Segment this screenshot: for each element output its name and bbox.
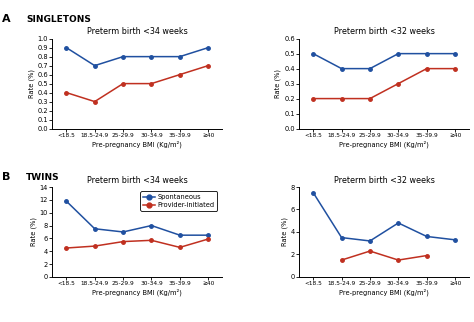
Text: SINGLETONS: SINGLETONS xyxy=(26,15,91,24)
Title: Preterm birth <32 weeks: Preterm birth <32 weeks xyxy=(334,27,435,36)
Text: A: A xyxy=(2,14,11,24)
Y-axis label: Rate (%): Rate (%) xyxy=(30,217,37,246)
X-axis label: Pre-pregnancy BMI (Kg/m²): Pre-pregnancy BMI (Kg/m²) xyxy=(92,140,182,148)
Title: Preterm birth <34 weeks: Preterm birth <34 weeks xyxy=(87,176,188,185)
X-axis label: Pre-pregnancy BMI (Kg/m²): Pre-pregnancy BMI (Kg/m²) xyxy=(92,289,182,296)
Text: TWINS: TWINS xyxy=(26,173,60,182)
Legend: Spontaneous, Provider-initiated: Spontaneous, Provider-initiated xyxy=(140,191,218,211)
Title: Preterm birth <34 weeks: Preterm birth <34 weeks xyxy=(87,27,188,36)
Y-axis label: Rate (%): Rate (%) xyxy=(281,217,288,246)
X-axis label: Pre-pregnancy BMI (Kg/m²): Pre-pregnancy BMI (Kg/m²) xyxy=(339,140,429,148)
Text: B: B xyxy=(2,172,11,182)
Y-axis label: Rate (%): Rate (%) xyxy=(28,69,35,98)
Title: Preterm birth <32 weeks: Preterm birth <32 weeks xyxy=(334,176,435,185)
X-axis label: Pre-pregnancy BMI (Kg/m²): Pre-pregnancy BMI (Kg/m²) xyxy=(339,289,429,296)
Y-axis label: Rate (%): Rate (%) xyxy=(275,69,282,98)
